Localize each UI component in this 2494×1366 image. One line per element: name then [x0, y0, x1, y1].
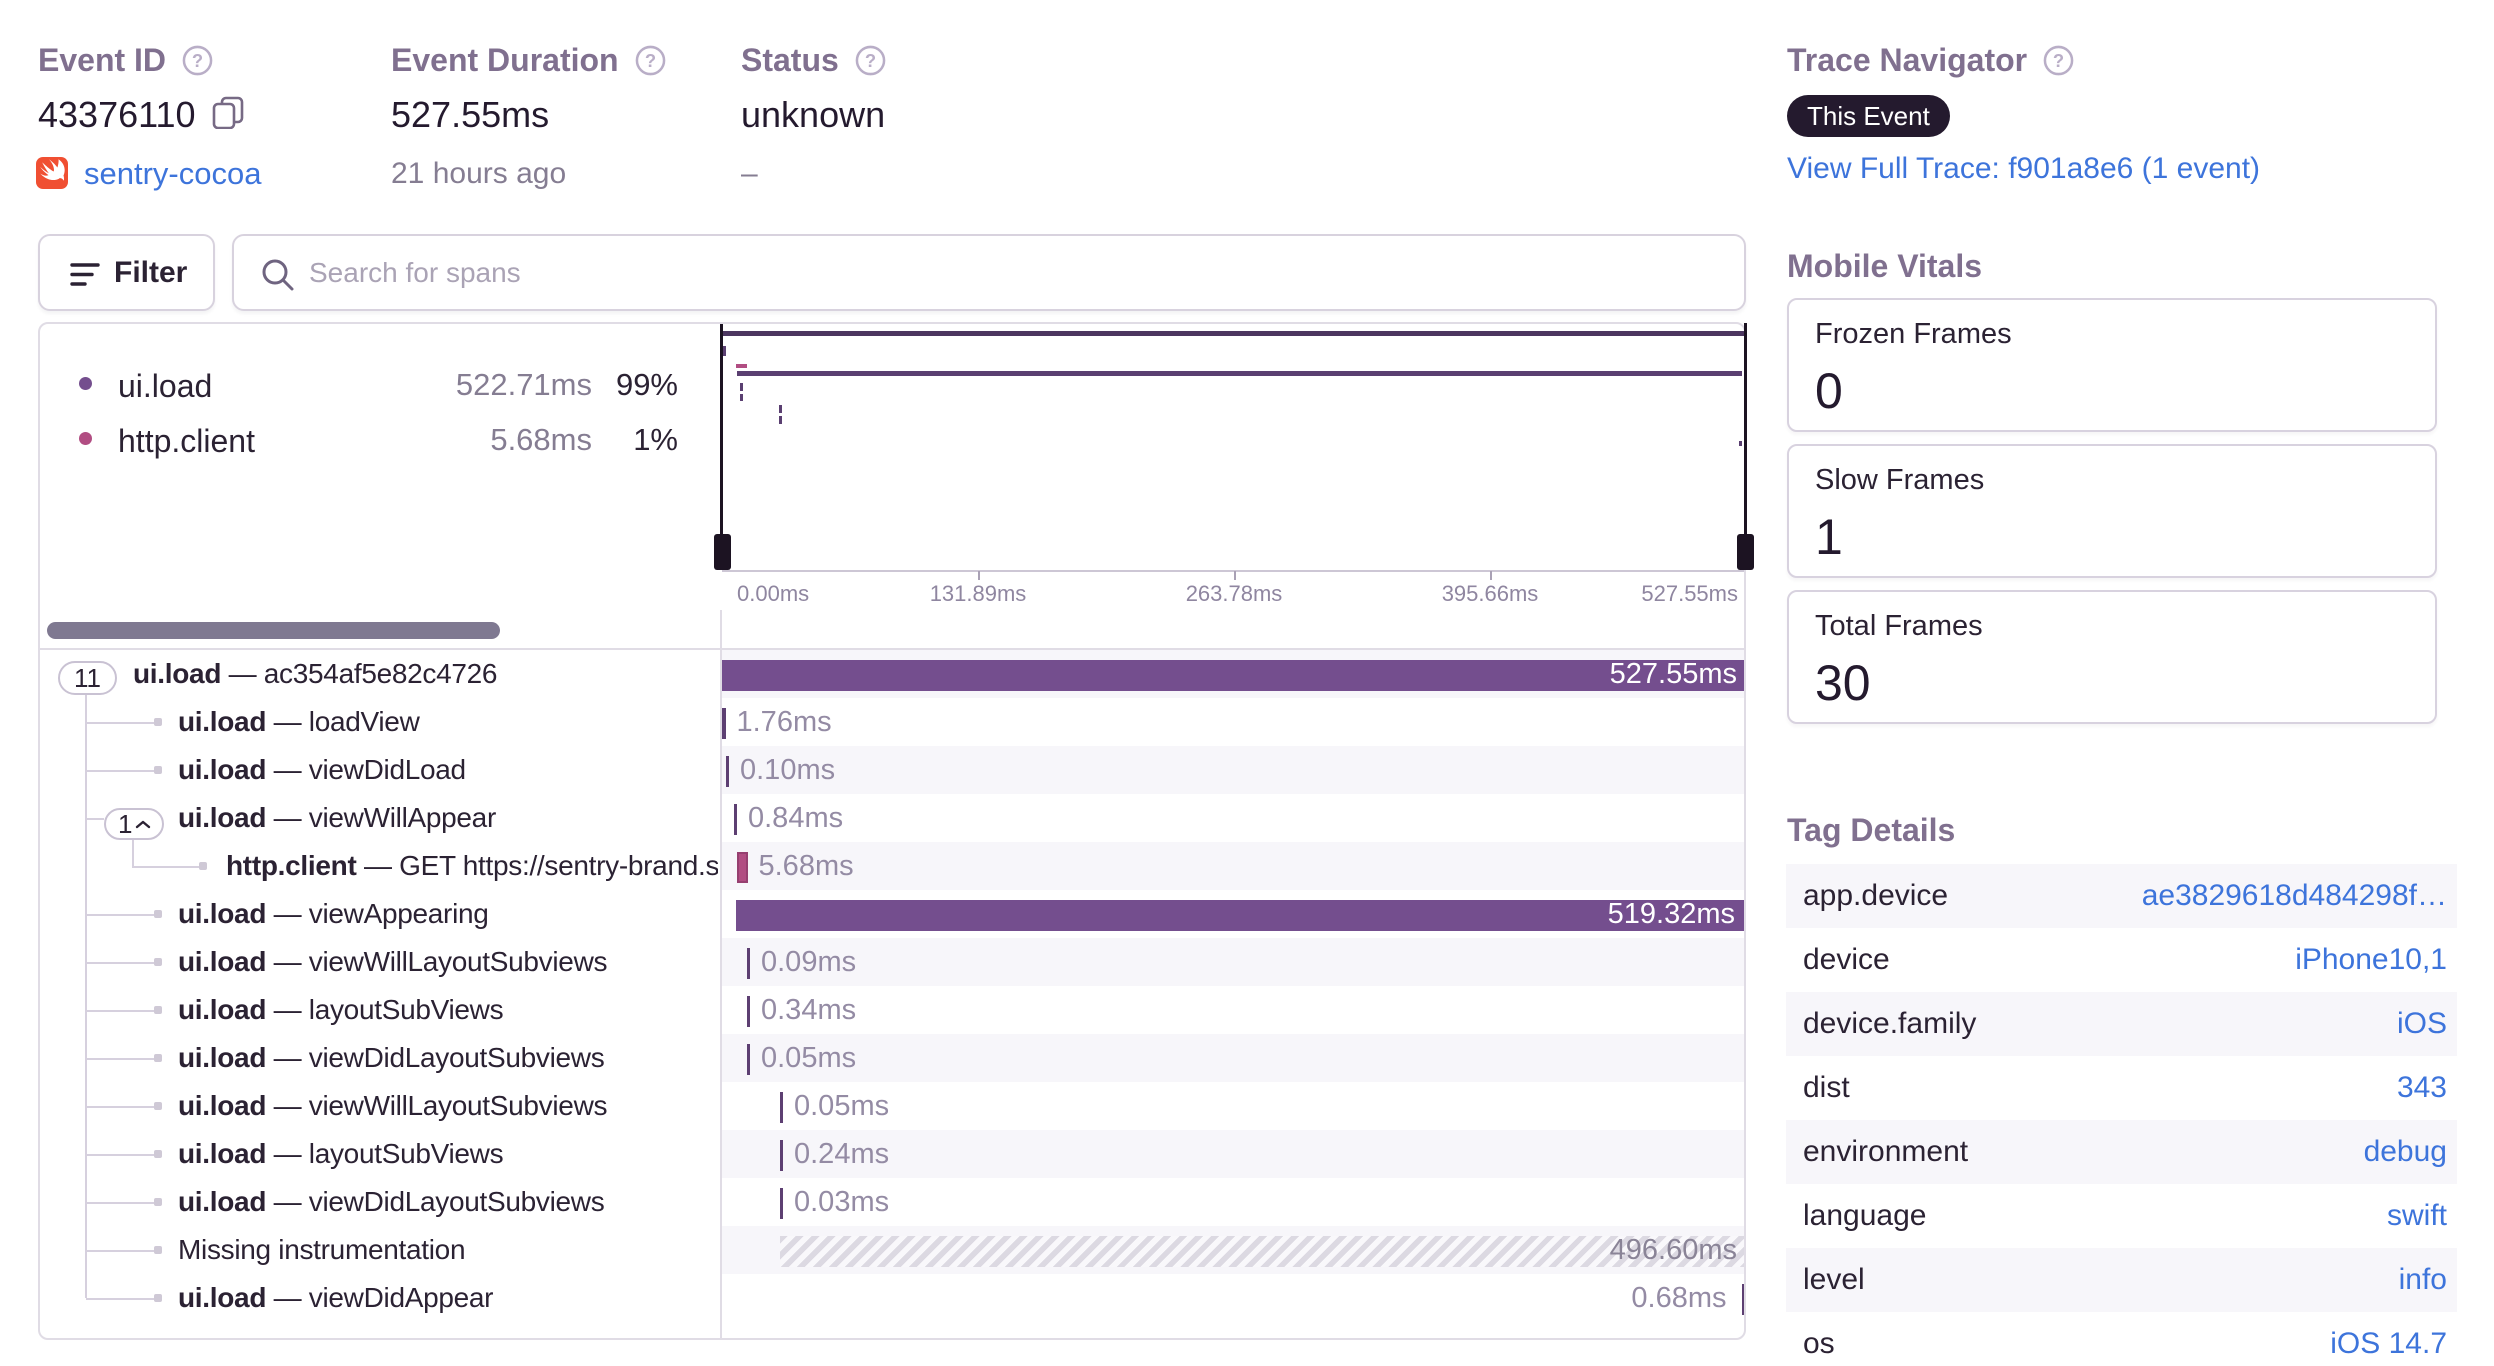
- svg-text:?: ?: [2053, 50, 2064, 71]
- svg-text:?: ?: [192, 50, 203, 71]
- svg-text:?: ?: [644, 50, 655, 71]
- svg-text:?: ?: [865, 50, 876, 71]
